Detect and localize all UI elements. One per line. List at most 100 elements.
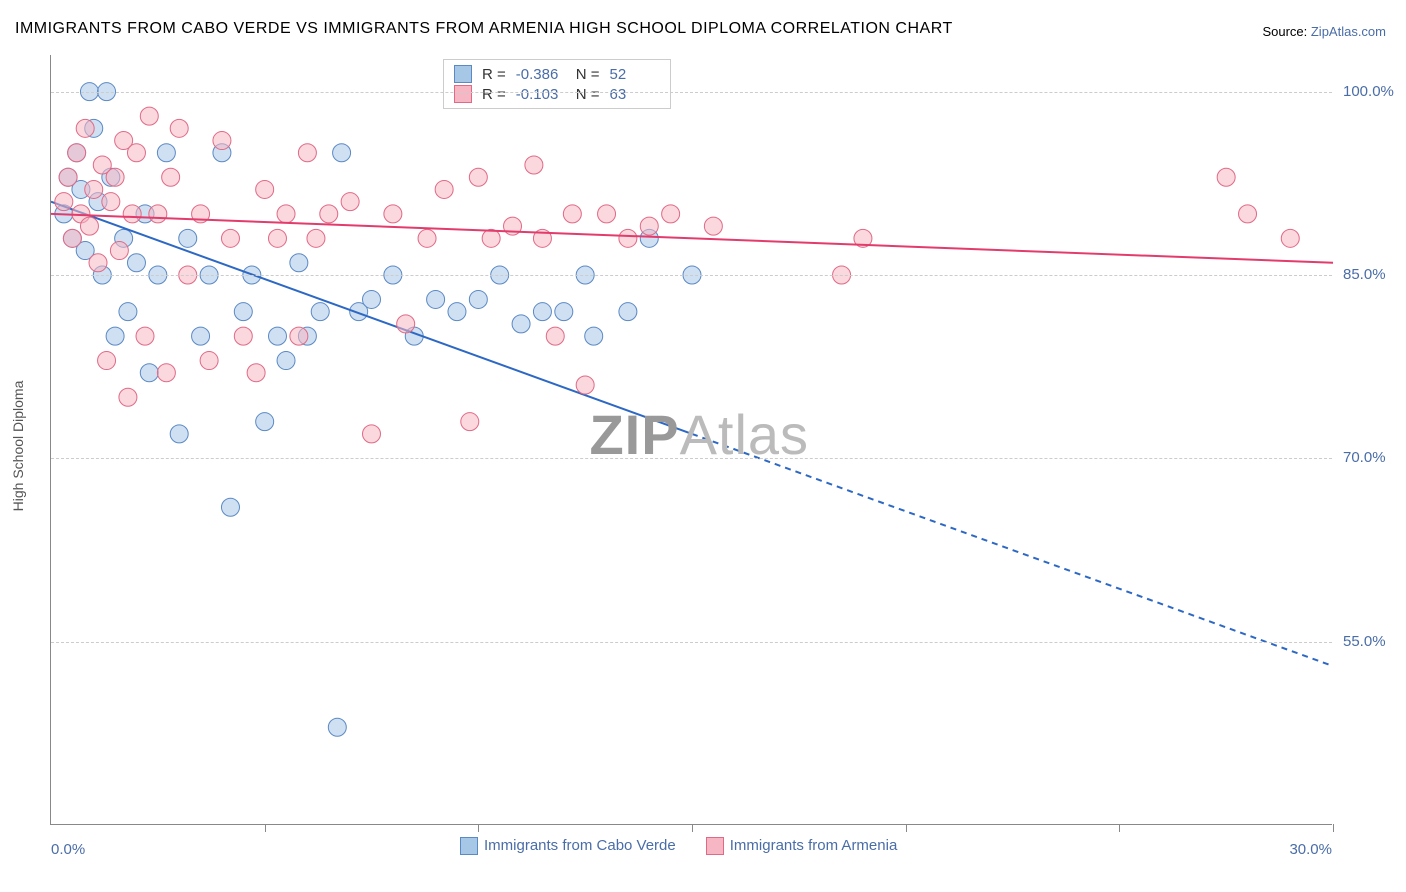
legend-series: Immigrants from Cabo Verde Immigrants fro… <box>460 837 897 855</box>
legend-swatch <box>460 837 478 855</box>
legend-swatch <box>706 837 724 855</box>
legend-stat-label: N = <box>576 66 600 83</box>
data-point <box>268 229 286 247</box>
legend-r-value: -0.103 <box>516 86 566 103</box>
data-point <box>512 315 530 333</box>
data-point <box>640 217 658 235</box>
data-point <box>598 205 616 223</box>
data-point <box>157 144 175 162</box>
y-tick-label: 100.0% <box>1343 83 1394 100</box>
data-point <box>290 327 308 345</box>
data-point <box>234 327 252 345</box>
data-point <box>149 205 167 223</box>
x-tick <box>692 824 693 832</box>
trend-line <box>51 214 1333 263</box>
trend-line <box>51 202 692 434</box>
data-point <box>268 327 286 345</box>
data-point <box>76 119 94 137</box>
data-point <box>119 388 137 406</box>
data-point <box>435 180 453 198</box>
data-point <box>192 327 210 345</box>
x-tick <box>906 824 907 832</box>
data-point <box>213 132 231 150</box>
source-link[interactable]: ZipAtlas.com <box>1311 24 1386 39</box>
legend-stat-label: N = <box>576 86 600 103</box>
data-point <box>418 229 436 247</box>
data-point <box>170 119 188 137</box>
data-point <box>298 144 316 162</box>
data-point <box>576 376 594 394</box>
legend-stat-label: R = <box>482 66 506 83</box>
gridline-h <box>51 458 1332 459</box>
data-point <box>127 144 145 162</box>
legend-correlation: R = -0.386 N = 52 R = -0.103 N = 63 <box>443 59 671 109</box>
data-point <box>384 205 402 223</box>
data-point <box>328 718 346 736</box>
legend-item: Immigrants from Cabo Verde <box>460 837 676 855</box>
data-point <box>59 168 77 186</box>
data-point <box>102 193 120 211</box>
data-point <box>363 425 381 443</box>
data-point <box>546 327 564 345</box>
data-point <box>533 303 551 321</box>
data-point <box>448 303 466 321</box>
data-point <box>555 303 573 321</box>
data-point <box>170 425 188 443</box>
data-point <box>333 144 351 162</box>
data-point <box>136 327 154 345</box>
data-point <box>157 364 175 382</box>
data-point <box>119 303 137 321</box>
legend-label: Immigrants from Cabo Verde <box>484 837 676 854</box>
legend-row: R = -0.103 N = 63 <box>454 84 660 104</box>
y-axis-label: High School Diploma <box>10 381 26 512</box>
data-point <box>256 180 274 198</box>
data-point <box>89 254 107 272</box>
data-point <box>469 168 487 186</box>
data-point <box>1239 205 1257 223</box>
legend-row: R = -0.386 N = 52 <box>454 64 660 84</box>
data-point <box>140 107 158 125</box>
gridline-h <box>51 642 1332 643</box>
data-point <box>127 254 145 272</box>
data-point <box>140 364 158 382</box>
data-point <box>619 303 637 321</box>
data-point <box>98 352 116 370</box>
data-point <box>290 254 308 272</box>
data-point <box>585 327 603 345</box>
source-attribution: Source: ZipAtlas.com <box>1262 24 1386 39</box>
data-point <box>256 413 274 431</box>
legend-stat-label: R = <box>482 86 506 103</box>
source-label: Source: <box>1262 24 1310 39</box>
data-point <box>704 217 722 235</box>
data-point <box>662 205 680 223</box>
legend-n-value: 63 <box>610 86 660 103</box>
data-point <box>234 303 252 321</box>
data-point <box>397 315 415 333</box>
gridline-h <box>51 275 1332 276</box>
x-tick <box>478 824 479 832</box>
data-point <box>563 205 581 223</box>
x-tick-label: 0.0% <box>51 841 85 858</box>
x-tick <box>265 824 266 832</box>
data-point <box>106 327 124 345</box>
data-point <box>469 290 487 308</box>
data-point <box>106 168 124 186</box>
legend-r-value: -0.386 <box>516 66 566 83</box>
trend-line-extrapolated <box>692 434 1333 666</box>
legend-swatch <box>454 85 472 103</box>
y-tick-label: 70.0% <box>1343 449 1386 466</box>
legend-label: Immigrants from Armenia <box>730 837 898 854</box>
x-tick <box>1119 824 1120 832</box>
data-point <box>110 242 128 260</box>
data-point <box>179 229 197 247</box>
scatter-svg <box>51 55 1333 825</box>
data-point <box>55 193 73 211</box>
data-point <box>1281 229 1299 247</box>
data-point <box>221 498 239 516</box>
data-point <box>363 290 381 308</box>
legend-item: Immigrants from Armenia <box>706 837 898 855</box>
x-tick-label: 30.0% <box>1289 841 1332 858</box>
data-point <box>320 205 338 223</box>
data-point <box>619 229 637 247</box>
data-point <box>200 352 218 370</box>
